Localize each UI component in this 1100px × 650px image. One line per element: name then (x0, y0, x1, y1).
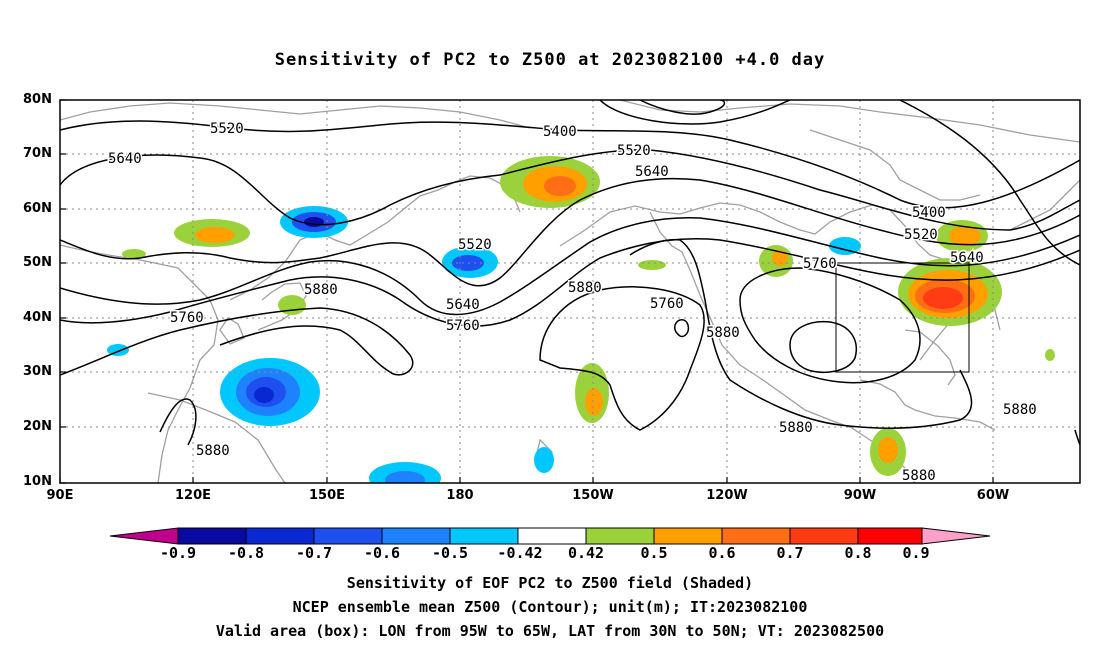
lat-tick-label: 20N (23, 419, 52, 434)
lon-tick-label: 90E (46, 488, 74, 503)
colorbar-left-triangle (109, 527, 179, 545)
colorbar-label: -0.5 (431, 544, 469, 562)
contour-label: 5880 (1003, 402, 1037, 418)
contour-label: 5760 (803, 256, 837, 272)
gridlines (60, 100, 1080, 483)
contour-label: 5640 (950, 250, 984, 266)
colorbar-label: -0.6 (363, 544, 401, 562)
caption-line-2: NCEP ensemble mean Z500 (Contour); unit(… (292, 598, 808, 616)
contour-label: 5880 (706, 325, 740, 341)
contour-label: 5880 (304, 282, 338, 298)
contour-label: 5760 (170, 310, 204, 326)
colorbar-label: 0.9 (902, 544, 930, 562)
map-frame (59, 99, 1081, 484)
contour-label: 5520 (458, 237, 492, 253)
z500-contours (60, 100, 1080, 446)
colorbar-label: 0.7 (776, 544, 804, 562)
contour-label: 5640 (108, 151, 142, 167)
contour-label: 5880 (196, 443, 230, 459)
contour-label: 5520 (617, 143, 651, 159)
colorbar-bin (381, 527, 451, 545)
colorbar-label: -0.42 (497, 544, 543, 562)
colorbar-bin (449, 527, 519, 545)
lon-tick-label: 180 (446, 488, 474, 503)
colorbar-bin (721, 527, 791, 545)
page-title: Sensitivity of PC2 to Z500 at 2023082100… (274, 50, 826, 70)
colorbar-label: 0.42 (567, 544, 605, 562)
contour-label: 5400 (543, 124, 577, 140)
colorbar-bin (585, 527, 655, 545)
lat-tick-label: 70N (23, 146, 52, 161)
colorbar-right-triangle (921, 527, 991, 545)
colorbar-label: -0.8 (227, 544, 265, 562)
contour-label: 5640 (446, 297, 480, 313)
contour-label: 5760 (446, 318, 480, 334)
colorbar-bin (653, 527, 723, 545)
contour-label: 5520 (904, 227, 938, 243)
lat-tick-label: 30N (23, 364, 52, 379)
lon-tick-label: 120E (174, 488, 212, 503)
lon-tick-label: 150E (308, 488, 346, 503)
caption-line-3: Valid area (box): LON from 95W to 65W, L… (215, 622, 885, 640)
lat-tick-label: 60N (23, 201, 52, 216)
colorbar-bin (789, 527, 859, 545)
lon-tick-label: 90W (843, 488, 877, 503)
contour-label: 5640 (635, 164, 669, 180)
contour-label: 5880 (779, 420, 813, 436)
lon-tick-label: 150W (572, 488, 614, 503)
lat-tick-label: 40N (23, 310, 52, 325)
colorbar-label: -0.7 (295, 544, 333, 562)
lat-tick-label: 80N (23, 92, 52, 107)
contour-label: 5400 (912, 205, 946, 221)
axis-ticks (59, 99, 994, 484)
colorbar (109, 527, 991, 545)
colorbar-bin (313, 527, 383, 545)
valid-area-box (835, 262, 970, 373)
lat-tick-label: 10N (23, 474, 52, 489)
colorbar-label: 0.8 (844, 544, 872, 562)
caption-line-1: Sensitivity of EOF PC2 to Z500 field (Sh… (346, 574, 754, 592)
colorbar-label: -0.9 (159, 544, 197, 562)
colorbar-bin (857, 527, 923, 545)
colorbar-bin (177, 527, 247, 545)
contour-label-group: 5520 5640 5400 5520 5640 5520 5400 5520 … (107, 120, 1039, 486)
lat-tick-label: 50N (23, 255, 52, 270)
contour-label: 5880 (568, 280, 602, 296)
contour-label: 5880 (902, 468, 936, 484)
contour-label: 5520 (210, 121, 244, 137)
colorbar-label: 0.5 (640, 544, 668, 562)
colorbar-label: 0.6 (708, 544, 736, 562)
colorbar-bin (245, 527, 315, 545)
colorbar-bin (517, 527, 587, 545)
contour-label: 5760 (650, 296, 684, 312)
lon-tick-label: 60W (976, 488, 1010, 503)
lon-tick-label: 120W (706, 488, 748, 503)
